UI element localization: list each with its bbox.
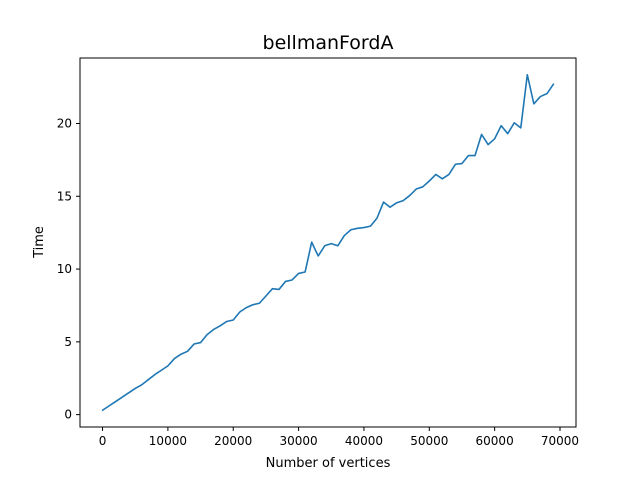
y-tick-label: 20 bbox=[57, 117, 72, 131]
x-tick-label: 50000 bbox=[410, 434, 448, 448]
x-tick-label: 40000 bbox=[345, 434, 383, 448]
y-tick-label: 10 bbox=[57, 262, 72, 276]
x-tick-label: 60000 bbox=[476, 434, 514, 448]
y-tick-label: 15 bbox=[57, 189, 72, 203]
y-axis: 0 5 10 15 20 bbox=[57, 117, 80, 422]
x-tick-label: 10000 bbox=[149, 434, 187, 448]
x-axis-title: Number of vertices bbox=[266, 456, 391, 471]
plot-area-frame bbox=[79, 57, 577, 428]
series-line bbox=[101, 73, 555, 412]
x-tick-label: 70000 bbox=[541, 434, 579, 448]
x-tick-label: 20000 bbox=[214, 434, 252, 448]
x-tick-label: 0 bbox=[99, 434, 107, 448]
y-axis-title: Time bbox=[32, 226, 47, 259]
chart-title: bellmanFordA bbox=[263, 32, 394, 54]
y-tick-label: 5 bbox=[64, 335, 72, 349]
x-axis: 0 10000 20000 30000 40000 50000 60000 70000 bbox=[99, 427, 579, 448]
x-tick-label: 30000 bbox=[279, 434, 317, 448]
y-tick-label: 0 bbox=[64, 408, 72, 422]
